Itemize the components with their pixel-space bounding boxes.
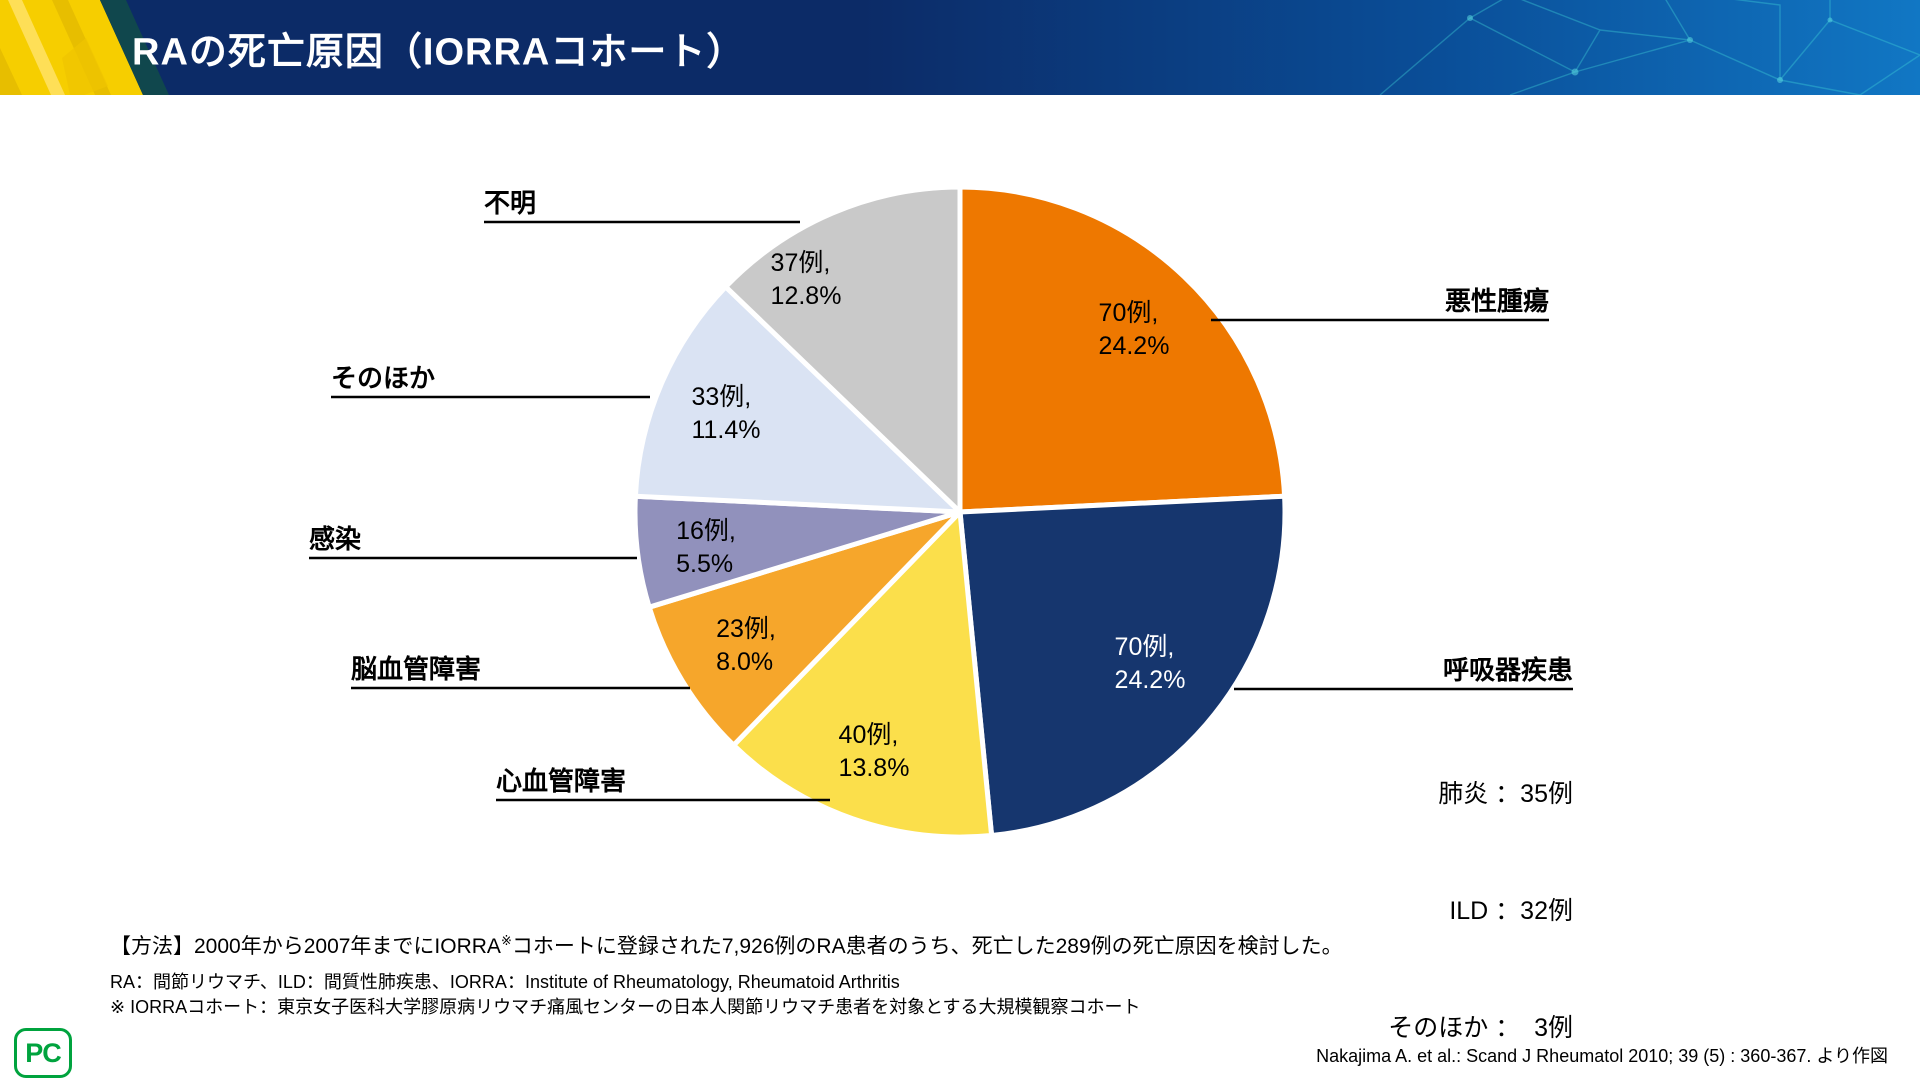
page-title: RAの死亡原因（IORRAコホート）	[132, 31, 746, 73]
slice-value-infection: 16例, 5.5%	[676, 515, 736, 581]
citation-text: Nakajima A. et al.: Scand J Rheumatol 20…	[1316, 1046, 1888, 1066]
pie-slice-2	[731, 509, 995, 840]
pie-slice-6	[723, 184, 963, 515]
slice-value-malignant: 70例, 24.2%	[1099, 297, 1170, 363]
pie-slice-0	[957, 184, 1288, 515]
slice-count: 70例,	[1098, 299, 1159, 327]
breakdown-row-pneumonia: 肺炎 ：35例	[1438, 780, 1573, 808]
category-label-respiratory: 呼吸器疾患	[1442, 655, 1573, 685]
header-bar: RAの死亡原因（IORRAコホート）	[0, 0, 1920, 95]
slice-value-unknown: 37例, 12.8%	[771, 247, 842, 313]
header-yellow-decoration	[0, 0, 169, 95]
slice-count: 23例,	[716, 615, 776, 643]
pie-slice-5	[632, 284, 963, 515]
slice-count: 33例,	[691, 383, 752, 411]
slice-count: 37例,	[770, 249, 831, 277]
slice-value-cerebro: 23例, 8.0%	[716, 613, 776, 679]
category-label-cerebro: 脳血管障害	[351, 654, 482, 684]
slice-value-cardio: 40例, 13.8%	[839, 719, 910, 785]
pc-logo-text: PC	[25, 1037, 62, 1068]
category-label-infection: 感染	[309, 524, 362, 554]
method-suffix: コホートに登録された7,926例のRA患者のうち、死亡した289例の死亡原因を検…	[511, 935, 1343, 958]
breakdown-row-ild: ILD ：32例	[1449, 897, 1573, 925]
category-label-cardio: 心血管障害	[496, 766, 627, 796]
slice-percent: 13.8%	[838, 754, 910, 782]
method-text: 【方法】2000年から2007年までにIORRA※コホートに登録された7,926…	[110, 930, 1343, 960]
slice-count: 16例,	[676, 517, 736, 545]
category-label-other: そのほか	[331, 363, 436, 393]
slice-percent: 5.5%	[676, 550, 734, 578]
cohort-note-text: ※ IORRAコホート：東京女子医科大学膠原病リウマチ痛風センターの日本人関節リ…	[110, 997, 1141, 1017]
slice-count: 40例,	[838, 721, 899, 749]
slice-value-other: 33例, 11.4%	[691, 381, 760, 447]
respiratory-breakdown: 肺炎 ：35例 ILD ：32例 そのほか ： 3例	[1388, 697, 1573, 1080]
breakdown-row-other: そのほか ： 3例	[1388, 1014, 1573, 1042]
pie-slice-1	[957, 493, 1288, 838]
slice-percent: 12.8%	[770, 282, 842, 310]
category-label-malignant: 悪性腫瘍	[1444, 286, 1549, 316]
slice-percent: 24.2%	[1114, 666, 1186, 694]
pc-logo: PC	[14, 1028, 72, 1078]
slice-count: 70例,	[1114, 633, 1175, 661]
slice-value-respiratory: 70例, 24.2%	[1115, 631, 1186, 697]
slice-percent: 24.2%	[1098, 332, 1170, 360]
category-label-unknown: 不明	[484, 188, 537, 218]
method-prefix: 【方法】2000年から2007年までにIORRA	[110, 935, 501, 958]
header-plexus-decoration	[1379, 0, 1920, 95]
pie-slice-3	[646, 509, 963, 748]
slice-percent: 8.0%	[716, 648, 774, 676]
slice-percent: 11.4%	[691, 416, 761, 444]
method-sup: ※	[500, 933, 512, 948]
abbreviation-text: RA：間節リウマチ、ILD：間質性肺疾患、IORRA：Institute of …	[110, 972, 900, 992]
